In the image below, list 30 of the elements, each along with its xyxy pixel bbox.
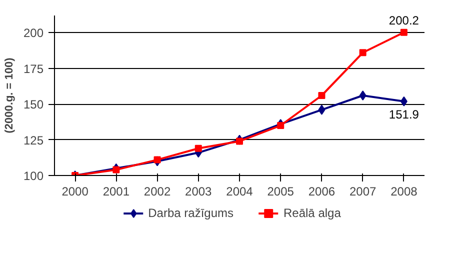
- y-tick-label: 125: [23, 133, 44, 148]
- point: [236, 138, 243, 145]
- x-tick-label: 2002: [144, 184, 171, 198]
- y-tick-label: 100: [23, 169, 44, 183]
- point: [359, 49, 366, 56]
- point: [277, 122, 284, 129]
- data-label: 200.2: [388, 13, 420, 28]
- x-tick-label: 2000: [62, 184, 89, 198]
- x-tick-label: 2007: [349, 184, 377, 198]
- legend-label: Darba ražīgums: [148, 206, 234, 220]
- x-tick-label: 2008: [390, 184, 418, 198]
- x-tick-label: 2004: [226, 184, 254, 198]
- point: [400, 28, 408, 36]
- point: [400, 96, 408, 106]
- x-tick-label: 2006: [308, 184, 336, 198]
- y-axis-title: (2000.g. = 100): [3, 57, 16, 134]
- x-tick-label: 2005: [267, 184, 294, 198]
- x-tick-label: 2001: [102, 184, 130, 198]
- point: [359, 90, 366, 100]
- x-tick-label: 2003: [185, 184, 212, 198]
- y-tick-label: 200: [23, 26, 44, 40]
- legend-label: Reālā alga: [284, 206, 341, 220]
- point: [154, 156, 161, 164]
- point: [318, 92, 326, 99]
- data-label: 151.9: [388, 107, 420, 122]
- point: [194, 144, 202, 152]
- y-tick-label: 150: [23, 98, 44, 112]
- y-tick-label: 175: [23, 62, 44, 76]
- point: [318, 104, 326, 115]
- point: [112, 166, 120, 174]
